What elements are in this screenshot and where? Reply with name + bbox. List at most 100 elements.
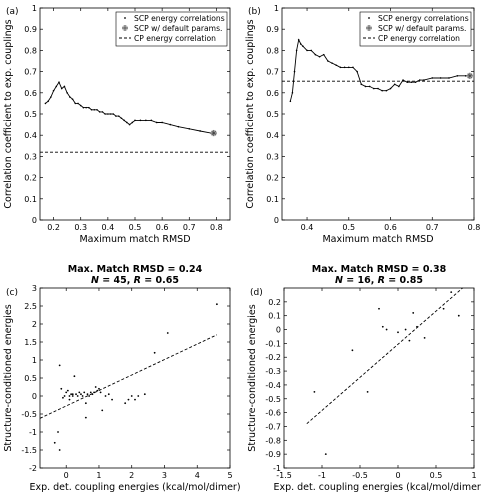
panel-label: (c)	[6, 288, 18, 298]
data-point	[368, 85, 371, 88]
data-point	[83, 391, 86, 394]
y-tick-label: 0.8	[266, 46, 279, 55]
data-point	[93, 108, 96, 111]
data-point	[450, 291, 453, 294]
x-axis-label: Maximum match RMSD	[322, 234, 433, 245]
data-point	[423, 336, 426, 339]
y-tick-label: -0.5	[265, 395, 281, 404]
data-point	[60, 387, 63, 390]
legend-asterisk-strokes	[366, 25, 372, 31]
data-point	[66, 389, 69, 392]
subtitle-part: R	[378, 275, 385, 286]
subtitle-part: = 0.65	[141, 275, 179, 286]
data-point	[343, 66, 346, 69]
data-point	[351, 349, 354, 352]
y-tick-label: -0.5	[21, 410, 37, 419]
data-point	[128, 123, 131, 126]
legend-asterisk-strokes	[122, 25, 128, 31]
y-tick-label: 0.7	[266, 68, 279, 77]
data-point	[393, 83, 396, 86]
data-point	[188, 128, 191, 130]
data-point	[134, 119, 136, 122]
x-tick-label: -1	[318, 471, 326, 480]
x-axis-label: Exp. det. coupling energies (kcal/mol/di…	[29, 482, 240, 493]
legend-entry: SCP w/ default params.	[378, 24, 466, 33]
x-tick-label: 0.4	[101, 223, 114, 232]
series-line	[289, 38, 470, 102]
data-point	[127, 398, 130, 401]
y-tick-label: 1	[32, 356, 37, 365]
y-tick-label: 0.9	[266, 25, 279, 34]
data-point	[378, 307, 380, 310]
data-point	[295, 49, 298, 52]
y-tick-label: 0	[276, 326, 281, 335]
data-point	[94, 386, 97, 388]
data-point	[112, 113, 115, 115]
y-tick-label: -1	[273, 464, 281, 473]
data-point	[96, 389, 99, 392]
data-point	[71, 98, 74, 100]
data-point	[360, 83, 363, 86]
x-tick-label: 3	[162, 471, 167, 480]
y-tick-label: 0	[274, 216, 279, 225]
data-point	[71, 393, 74, 396]
data-point	[423, 79, 425, 81]
legend-entry: CP energy correlation	[134, 34, 216, 43]
data-point	[89, 391, 92, 394]
data-point	[302, 45, 304, 47]
chart-title: Max. Match RMSD = 0.38	[312, 264, 447, 275]
data-point	[98, 111, 101, 113]
data-point	[57, 431, 59, 433]
data-point	[82, 106, 85, 109]
data-point	[373, 87, 375, 90]
data-point	[406, 81, 409, 83]
data-point	[389, 87, 392, 90]
data-point	[418, 79, 421, 81]
data-point	[76, 395, 79, 397]
data-point	[313, 390, 316, 393]
data-point	[169, 123, 172, 126]
legend-entry: SCP w/ default params.	[134, 24, 222, 33]
data-point	[75, 393, 77, 396]
subtitle-part: = 0.85	[385, 275, 423, 286]
data-point	[117, 115, 120, 117]
y-tick-label: -0.3	[265, 367, 281, 376]
data-point	[322, 53, 325, 56]
y-axis-label: Structure-conditioned energies	[247, 304, 258, 451]
x-tick-label: 0.2	[47, 223, 60, 232]
data-point	[88, 106, 90, 109]
data-point	[327, 60, 329, 62]
panel-c: (c) Max. Match RMSD = 0.24N = 45, R = 0.6…	[3, 264, 241, 493]
data-point	[352, 66, 354, 69]
data-point	[385, 89, 388, 92]
data-point	[65, 391, 68, 394]
data-point	[439, 77, 442, 79]
data-point	[101, 111, 104, 113]
legend-box	[359, 11, 472, 47]
y-tick-label: 0.1	[24, 195, 37, 204]
dashed-line	[306, 287, 463, 425]
data-point	[293, 70, 296, 73]
y-tick-label: -0.6	[265, 409, 281, 418]
data-point	[397, 331, 399, 334]
data-point	[381, 89, 383, 92]
data-point	[161, 121, 163, 124]
y-tick-label: 0.1	[266, 195, 279, 204]
data-point	[104, 113, 106, 115]
data-point	[107, 393, 110, 396]
data-point	[58, 364, 61, 367]
y-tick-label: 0.5	[266, 110, 279, 119]
data-point	[134, 398, 136, 401]
data-point	[464, 75, 467, 77]
subtitle-part: N	[91, 275, 99, 286]
data-point	[442, 307, 445, 310]
data-point	[88, 395, 91, 397]
y-tick-label: 1	[274, 4, 279, 13]
dashed-line	[39, 334, 218, 419]
y-tick-label: 2.5	[24, 302, 37, 311]
data-point	[115, 115, 117, 117]
y-tick-label: 2	[32, 320, 37, 329]
legend-dot-icon	[368, 17, 370, 19]
data-point	[366, 390, 369, 393]
panel-a: (a) 0.2 0.3 0.4 0.5 0.6 0.7 0.8 0 0.1 0.2 0.3 0.4 0.5…	[3, 4, 231, 245]
